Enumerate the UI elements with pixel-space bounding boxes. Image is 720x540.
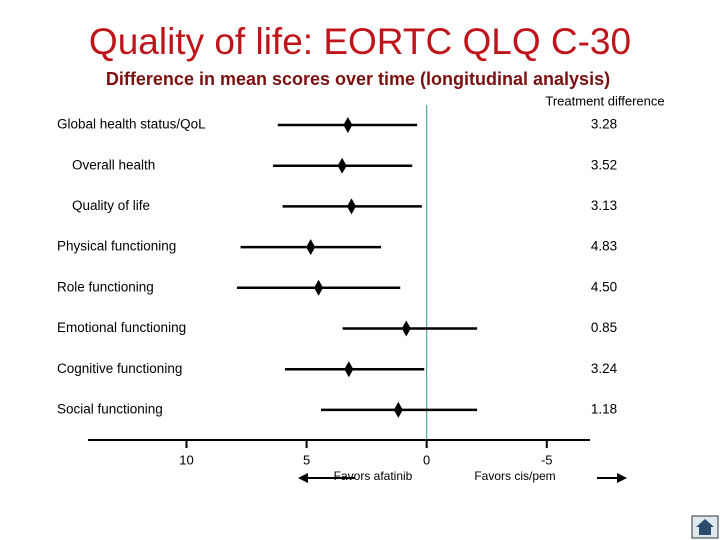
category-label: Role functioning <box>57 279 154 294</box>
point-estimate <box>314 279 324 296</box>
category-label: Global health status/QoL <box>57 117 206 132</box>
value-label: 3.24 <box>591 361 618 376</box>
category-label: Physical functioning <box>57 239 176 254</box>
chart-title: Quality of life: EORTC QLQ C-30 <box>89 21 631 62</box>
value-label: 3.13 <box>591 198 617 213</box>
point-estimate <box>337 157 347 174</box>
value-label: 4.50 <box>591 279 617 294</box>
left-arrow <box>298 473 355 483</box>
x-tick-label: 10 <box>179 452 193 467</box>
category-label: Emotional functioning <box>57 320 186 335</box>
category-label: Overall health <box>72 157 155 172</box>
value-label: 1.18 <box>591 401 617 416</box>
category-label: Social functioning <box>57 401 163 416</box>
value-label: 3.52 <box>591 157 617 172</box>
point-estimate <box>344 361 354 378</box>
x-tick-label: -5 <box>541 452 553 467</box>
point-estimate <box>393 401 403 418</box>
category-label: Quality of life <box>72 198 150 213</box>
value-header: Treatment difference <box>545 93 664 108</box>
x-tick-label: 0 <box>423 452 430 467</box>
right-axis-label: Favors cis/pem <box>474 469 555 483</box>
value-label: 3.28 <box>591 117 617 132</box>
right-arrow <box>597 473 627 483</box>
home-icon[interactable] <box>691 515 719 539</box>
x-tick-label: 5 <box>303 452 310 467</box>
category-label: Cognitive functioning <box>57 361 182 376</box>
chart-subtitle: Difference in mean scores over time (lon… <box>106 69 610 89</box>
left-axis-label: Favors afatinib <box>334 469 413 483</box>
point-estimate <box>401 320 411 337</box>
value-label: 0.85 <box>591 320 617 335</box>
point-estimate <box>346 198 356 215</box>
point-estimate <box>343 117 353 133</box>
point-estimate <box>306 239 316 256</box>
value-label: 4.83 <box>591 239 617 254</box>
